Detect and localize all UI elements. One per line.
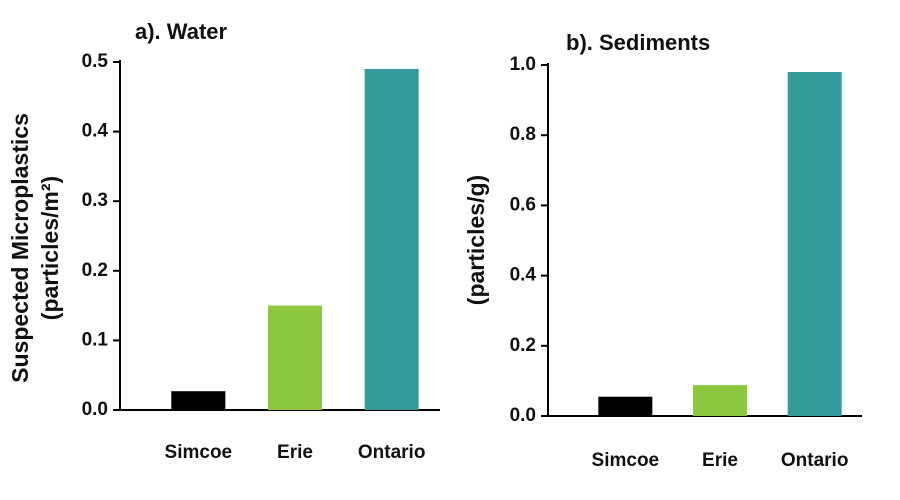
y-axis-label: (particles/g) — [463, 175, 489, 305]
y-tick-label: 0.4 — [82, 121, 109, 142]
y-tick-label: 0.8 — [510, 124, 536, 145]
x-tick-label: Simcoe — [165, 442, 233, 463]
y-tick-label: 0.4 — [510, 265, 537, 286]
y-tick-label: 0.0 — [82, 399, 108, 420]
y-tick-label: 0.6 — [510, 194, 536, 215]
x-tick-label: Ontario — [781, 450, 849, 471]
bar — [171, 391, 226, 410]
x-tick-label: Erie — [702, 450, 738, 471]
y-tick-label: 0.1 — [82, 329, 109, 350]
bar — [787, 72, 842, 417]
y-tick-label: 0.5 — [82, 51, 109, 72]
y-axis-label: (particles/m²) — [37, 176, 63, 320]
bar — [598, 396, 653, 416]
y-tick-label: 1.0 — [510, 54, 536, 75]
chart-title: a). Water — [135, 19, 228, 44]
bar — [268, 305, 322, 410]
bar — [693, 385, 747, 416]
y-tick-label: 0.2 — [82, 260, 108, 281]
chart-title: b). Sediments — [566, 30, 710, 55]
x-tick-label: Erie — [277, 442, 313, 463]
y-tick-label: 0.2 — [510, 335, 536, 356]
x-tick-label: Ontario — [358, 442, 426, 463]
y-tick-label: 0.3 — [82, 190, 108, 211]
x-tick-label: Simcoe — [592, 450, 660, 471]
y-tick-label: 0.0 — [510, 405, 536, 426]
y-axis-label: Suspected Microplastics — [7, 113, 33, 383]
bar — [364, 68, 419, 411]
